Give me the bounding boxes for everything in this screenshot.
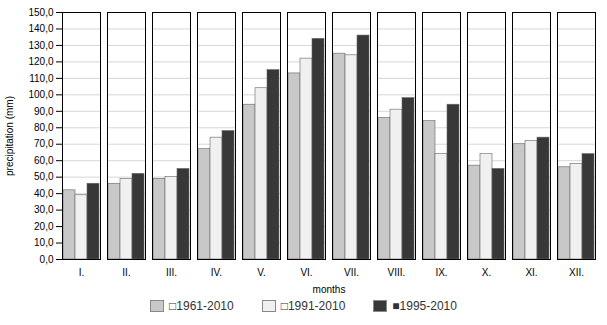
svg-text:40,0: 40,0 xyxy=(34,188,54,199)
svg-text:130,0: 130,0 xyxy=(28,40,53,51)
svg-text:VI.: VI. xyxy=(300,267,312,278)
svg-text:60,0: 60,0 xyxy=(34,155,54,166)
svg-text:80,0: 80,0 xyxy=(34,122,54,133)
svg-text:VII.: VII. xyxy=(344,267,359,278)
svg-text:XII.: XII. xyxy=(569,267,584,278)
svg-text:50,0: 50,0 xyxy=(34,171,54,182)
html-text:□1961-2010: □1961-2010 xyxy=(169,299,234,313)
svg-text:II.: II. xyxy=(122,267,130,278)
svg-text:140,0: 140,0 xyxy=(28,23,53,34)
svg-text:150,0: 150,0 xyxy=(28,7,53,18)
svg-text:20,0: 20,0 xyxy=(34,221,54,232)
svg-text:V.: V. xyxy=(257,267,266,278)
html-text:■1995-2010: ■1995-2010 xyxy=(392,299,457,313)
svg-text:120,0: 120,0 xyxy=(28,56,53,67)
svg-text:30,0: 30,0 xyxy=(34,204,54,215)
html-text:□1991-2010: □1991-2010 xyxy=(280,299,346,313)
svg-text:IX.: IX. xyxy=(435,267,447,278)
svg-text:XI.: XI. xyxy=(525,267,537,278)
svg-text:0,0: 0,0 xyxy=(40,254,54,265)
svg-text:VIII.: VIII. xyxy=(388,267,406,278)
svg-text:precipitation (mm): precipitation (mm) xyxy=(4,96,15,176)
svg-text:III.: III. xyxy=(166,267,177,278)
svg-text:I.: I. xyxy=(79,267,85,278)
svg-text:months: months xyxy=(313,284,346,295)
svg-text:70,0: 70,0 xyxy=(34,138,54,149)
svg-text:110,0: 110,0 xyxy=(29,73,54,84)
svg-text:10,0: 10,0 xyxy=(34,237,54,248)
svg-text:100,0: 100,0 xyxy=(28,89,53,100)
svg-text:IV.: IV. xyxy=(211,267,222,278)
svg-text:90,0: 90,0 xyxy=(34,106,54,117)
svg-text:X.: X. xyxy=(482,267,491,278)
